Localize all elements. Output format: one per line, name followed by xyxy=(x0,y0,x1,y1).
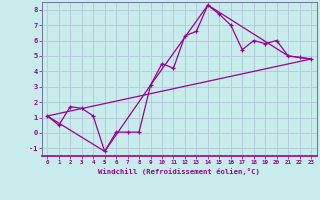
X-axis label: Windchill (Refroidissement éolien,°C): Windchill (Refroidissement éolien,°C) xyxy=(98,168,260,175)
